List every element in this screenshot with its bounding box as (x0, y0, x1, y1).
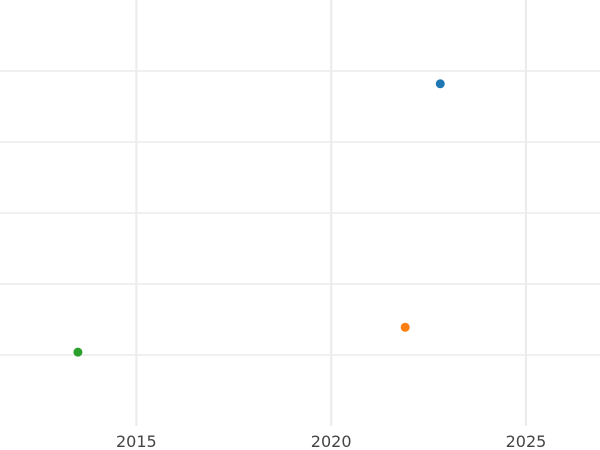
x-tick-label: 2015 (116, 432, 157, 450)
data-point (400, 322, 410, 332)
data-point (73, 347, 83, 357)
data-point (435, 79, 445, 89)
x-tick-label: 2025 (506, 432, 547, 450)
x-tick-label: 2020 (311, 432, 352, 450)
